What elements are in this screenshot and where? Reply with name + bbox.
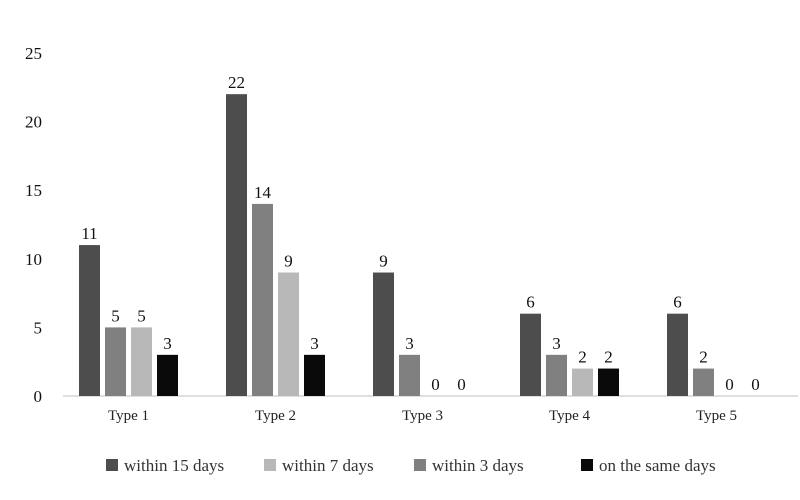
data-label: 22	[228, 73, 245, 92]
legend-label: on the same days	[599, 456, 716, 475]
x-tick-label: Type 2	[255, 408, 296, 424]
data-label: 2	[699, 348, 708, 367]
bar	[373, 272, 394, 396]
legend-swatch	[581, 459, 593, 471]
x-tick-label: Type 3	[402, 408, 443, 424]
bar	[304, 354, 325, 396]
bar	[252, 203, 273, 396]
data-label: 0	[725, 375, 734, 394]
bar	[399, 354, 420, 396]
data-label: 3	[163, 334, 172, 353]
legend-item: within 7 days	[264, 456, 374, 475]
data-label: 0	[751, 375, 760, 394]
bar	[598, 368, 619, 396]
data-label: 3	[310, 334, 319, 353]
bar	[667, 313, 688, 396]
data-label: 11	[81, 224, 97, 243]
legend-swatch	[264, 459, 276, 471]
data-label: 2	[604, 348, 613, 367]
data-label: 6	[526, 293, 535, 312]
legend-item: within 15 days	[106, 456, 224, 475]
legend-swatch	[106, 459, 118, 471]
data-label: 6	[673, 293, 682, 312]
legend: within 15 days within 7 days within 3 days…	[106, 456, 716, 475]
y-tick-label: 25	[25, 44, 42, 63]
data-label: 3	[552, 334, 561, 353]
x-axis: Type 1 Type 2 Type 3 Type 4 Type 5	[108, 408, 737, 424]
legend-item: on the same days	[581, 456, 716, 475]
bar	[131, 327, 152, 396]
bar	[520, 313, 541, 396]
y-tick-label: 15	[25, 181, 42, 200]
x-tick-label: Type 4	[549, 408, 591, 424]
bar	[572, 368, 593, 396]
data-label: 0	[431, 375, 440, 394]
legend-swatch	[414, 459, 426, 471]
bar	[79, 245, 100, 396]
data-label: 9	[284, 252, 293, 271]
y-tick-label: 0	[34, 387, 43, 406]
bar	[157, 354, 178, 396]
legend-label: within 7 days	[282, 456, 374, 475]
x-tick-label: Type 1	[108, 408, 149, 424]
y-tick-label: 10	[25, 250, 42, 269]
data-label: 9	[379, 252, 388, 271]
data-label: 3	[405, 334, 414, 353]
legend-item: within 3 days	[414, 456, 524, 475]
legend-label: within 3 days	[432, 456, 524, 475]
bar	[693, 368, 714, 396]
data-label: 0	[457, 375, 466, 394]
x-tick-label: Type 5	[696, 408, 737, 424]
legend-label: within 15 days	[124, 456, 224, 475]
data-label: 14	[254, 183, 272, 202]
y-tick-label: 5	[34, 318, 43, 337]
data-label: 2	[578, 348, 587, 367]
y-axis: 0 5 10 15 20 25	[25, 44, 42, 406]
data-label: 5	[137, 306, 146, 325]
y-tick-label: 20	[25, 113, 42, 132]
bar	[278, 272, 299, 396]
bar	[546, 354, 567, 396]
bar	[226, 94, 247, 396]
bar	[105, 327, 126, 396]
data-label: 5	[111, 306, 120, 325]
bars	[79, 94, 714, 396]
